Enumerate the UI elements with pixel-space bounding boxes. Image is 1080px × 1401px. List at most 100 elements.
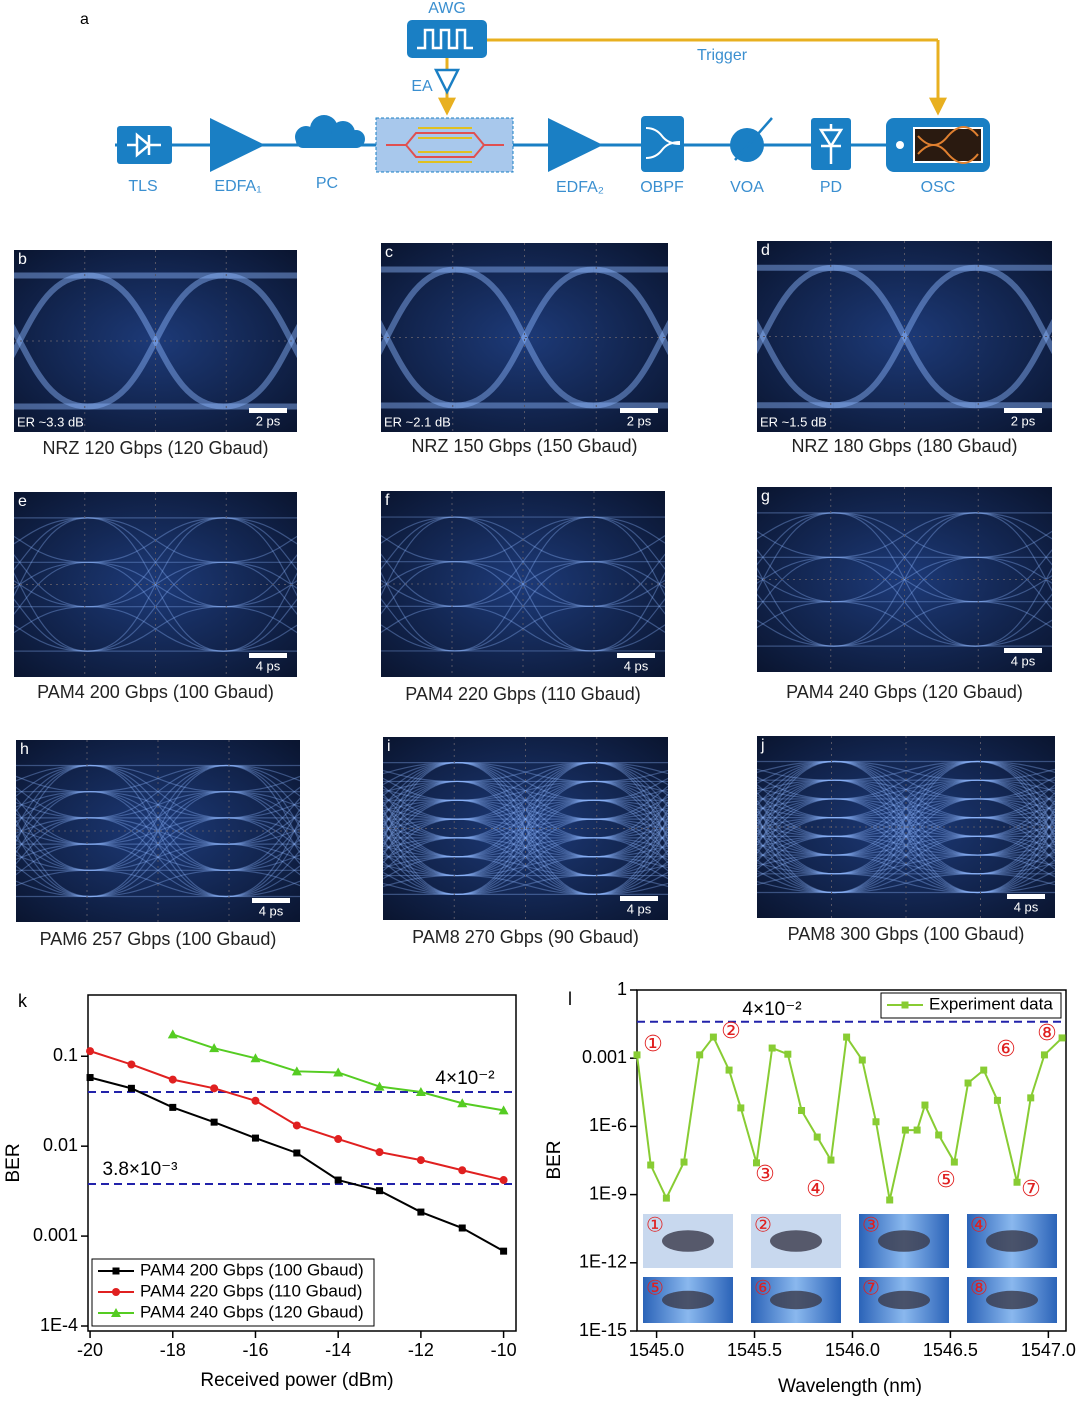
eye-trace (383, 762, 458, 797)
eye-trace (14, 554, 88, 608)
panel-label: l (568, 989, 572, 1009)
eye-trace (16, 802, 90, 819)
eye-trace (457, 780, 594, 858)
eye-trace (383, 800, 458, 858)
eye-trace (593, 788, 668, 801)
eye-trace (593, 762, 668, 775)
extinction-ratio: ER ~1.5 dB (760, 414, 827, 429)
scale-label: 2 ps (256, 413, 281, 428)
eye-trace (16, 869, 90, 887)
eye-trace (383, 780, 458, 838)
eye-trace (383, 808, 458, 877)
eye-trace (381, 561, 455, 589)
eye-trace (457, 818, 594, 858)
eye-trace (977, 851, 1055, 875)
inset-eye-opening (770, 1290, 822, 1310)
reference-label: 4×10⁻² (742, 999, 801, 1020)
eye-trace (383, 780, 458, 805)
x-tick-label: 1546.0 (825, 1340, 880, 1360)
eye-trace (383, 837, 458, 872)
eye-trace (457, 818, 594, 895)
eye-trace (757, 825, 835, 894)
eye-trace (593, 823, 668, 858)
eye-trace (977, 815, 1055, 894)
eye-trace (16, 817, 90, 865)
eye-trace (977, 873, 1055, 886)
eye-trace (834, 835, 978, 875)
eye-panel-label: g (761, 488, 770, 505)
eye-trace (223, 554, 297, 608)
eye-trace (977, 835, 1055, 870)
data-point (921, 1101, 929, 1109)
tls-icon (127, 132, 161, 158)
eye-trace (454, 561, 592, 607)
eye-trace (16, 843, 90, 876)
extinction-ratio: ER ~2.1 dB (384, 414, 451, 429)
eye-trace (977, 798, 1055, 811)
eye-trace (16, 839, 90, 871)
eye-trace (757, 760, 835, 839)
eye-trace (977, 837, 1055, 894)
eye-trace (834, 760, 978, 800)
eye-trace (457, 856, 594, 877)
eye-trace (977, 862, 1055, 875)
eye-trace (977, 835, 1055, 848)
eye-trace (226, 791, 300, 854)
eye-trace (89, 869, 227, 898)
eye-trace (14, 606, 88, 634)
eye-trace (226, 880, 300, 898)
eye-trace (226, 764, 300, 844)
obpf-label: OBPF (640, 179, 684, 196)
eye-trace (977, 760, 1055, 817)
eye-trace (381, 579, 455, 607)
obpf-icon (645, 127, 681, 159)
eye-caption: PAM4 200 Gbps (100 Gbaud) (37, 682, 274, 702)
eye-trace (89, 764, 227, 845)
eye-trace (977, 829, 1055, 875)
eye-trace (593, 807, 668, 820)
eye-trace (834, 779, 978, 856)
eye-trace (977, 824, 1055, 837)
eye-caption: NRZ 150 Gbps (150 Gbaud) (411, 436, 637, 456)
data-point (291, 1066, 302, 1076)
eye-trace (757, 821, 835, 856)
eye-trace (457, 799, 594, 895)
eye-trace (757, 795, 835, 819)
plot-frame (87, 994, 517, 1332)
eye-trace (383, 863, 458, 877)
trigger-label: Trigger (697, 47, 748, 64)
eye-trace (757, 512, 834, 592)
eye-trace (457, 762, 594, 783)
inset-eye-opening (770, 1230, 822, 1252)
eye-trace (89, 791, 227, 898)
data-point (858, 1056, 866, 1064)
scale-label: 4 ps (1011, 653, 1036, 668)
eye-trace (223, 598, 297, 652)
eye-trace (383, 804, 458, 839)
eye-trace (977, 760, 1055, 773)
y-axis-label: BER (3, 1143, 24, 1182)
eye-trace (593, 762, 668, 841)
eye-trace (834, 798, 978, 875)
eye-trace (383, 788, 458, 801)
eye-trace (834, 798, 978, 875)
eye-trace (383, 818, 458, 853)
scale-bar (1004, 408, 1042, 413)
eye-trace (591, 597, 665, 652)
eye-trace (457, 818, 594, 858)
eye-trace (593, 826, 668, 839)
scale-bar (617, 653, 655, 658)
y-tick-label: 1E-15 (579, 1320, 627, 1340)
annotation: ⑦ (1021, 1176, 1041, 1201)
eye-trace (834, 779, 978, 819)
legend-label: Experiment data (929, 994, 1053, 1013)
legend-box (91, 1258, 375, 1327)
eye-trace (833, 601, 976, 647)
eye-trace (757, 530, 834, 558)
eye-caption: NRZ 120 Gbps (120 Gbaud) (42, 438, 268, 458)
eye-trace (226, 843, 300, 876)
awg-box (407, 20, 487, 58)
eye-trace (89, 764, 227, 845)
eye-trace (457, 818, 594, 877)
